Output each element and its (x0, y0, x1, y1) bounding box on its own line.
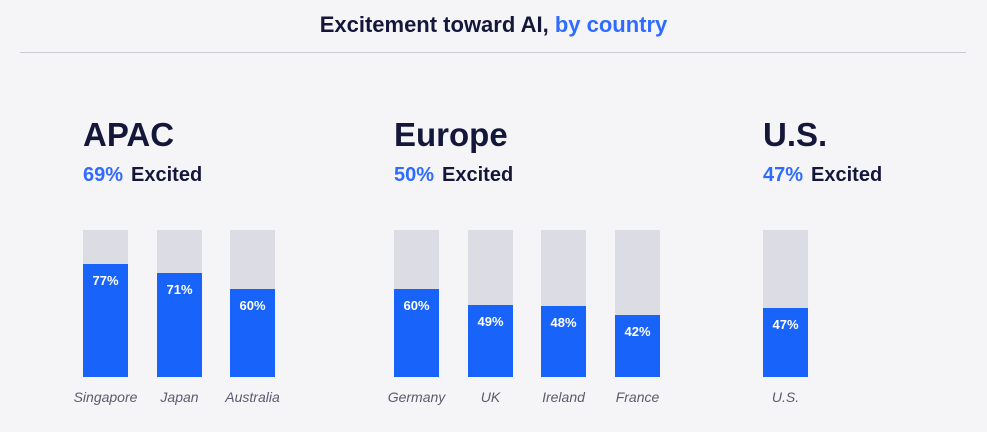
region-name: U.S. (763, 116, 828, 153)
bar-ireland: 48% (541, 230, 586, 377)
bar-japan: 71% (157, 230, 202, 377)
bar-value-label: 48% (550, 315, 577, 330)
bar-fill: 77% (83, 264, 128, 377)
bar-value-label: 60% (239, 298, 266, 313)
bar-u-s: 47% (763, 230, 808, 377)
region-stat-label: Excited (442, 164, 514, 186)
title-divider (20, 52, 966, 53)
chart-title: Excitement toward AI, by country (0, 12, 987, 38)
category-label: Australia (225, 389, 280, 405)
bar-value-label: 49% (477, 314, 504, 329)
region-percent: 50% (394, 164, 435, 186)
category-label: Japan (160, 389, 199, 405)
region-us: U.S. 47% Excited (763, 112, 882, 188)
category-label: France (615, 389, 660, 405)
category-label: Germany (387, 389, 446, 405)
bar-australia: 60% (230, 230, 275, 377)
region-europe: Europe 50% Excited (394, 112, 513, 188)
category-label: Singapore (73, 389, 138, 405)
title-main: Excitement toward AI, (319, 12, 549, 37)
title-accent: by country (554, 12, 668, 37)
region-percent: 47% (763, 164, 804, 186)
bar-value-label: 42% (624, 324, 651, 339)
region-apac: APAC 69% Excited (83, 112, 202, 188)
region-stat-label: Excited (131, 164, 203, 186)
region-stat: 47% Excited (763, 162, 882, 188)
bar-value-label: 60% (403, 298, 430, 313)
region-stat: 69% Excited (83, 162, 202, 188)
bar-france: 42% (615, 230, 660, 377)
bar-fill: 42% (615, 315, 660, 377)
region-stat-label: Excited (811, 164, 883, 186)
region-name: APAC (83, 116, 175, 153)
bar-uk: 49% (468, 230, 513, 377)
bar-fill: 48% (541, 306, 586, 377)
bar-fill: 71% (157, 273, 202, 377)
bar-value-label: 77% (92, 273, 119, 288)
bar-fill: 60% (230, 289, 275, 377)
bar-fill: 60% (394, 289, 439, 377)
bar-singapore: 77% (83, 230, 128, 377)
category-label: U.S. (771, 389, 800, 405)
bar-germany: 60% (394, 230, 439, 377)
region-percent: 69% (83, 164, 124, 186)
category-label: UK (480, 389, 501, 405)
bar-fill: 49% (468, 305, 513, 377)
bar-fill: 47% (763, 308, 808, 377)
region-stat: 50% Excited (394, 162, 513, 188)
category-label: Ireland (542, 389, 585, 405)
bar-value-label: 71% (166, 282, 193, 297)
bar-value-label: 47% (772, 317, 799, 332)
region-name: Europe (394, 116, 508, 153)
